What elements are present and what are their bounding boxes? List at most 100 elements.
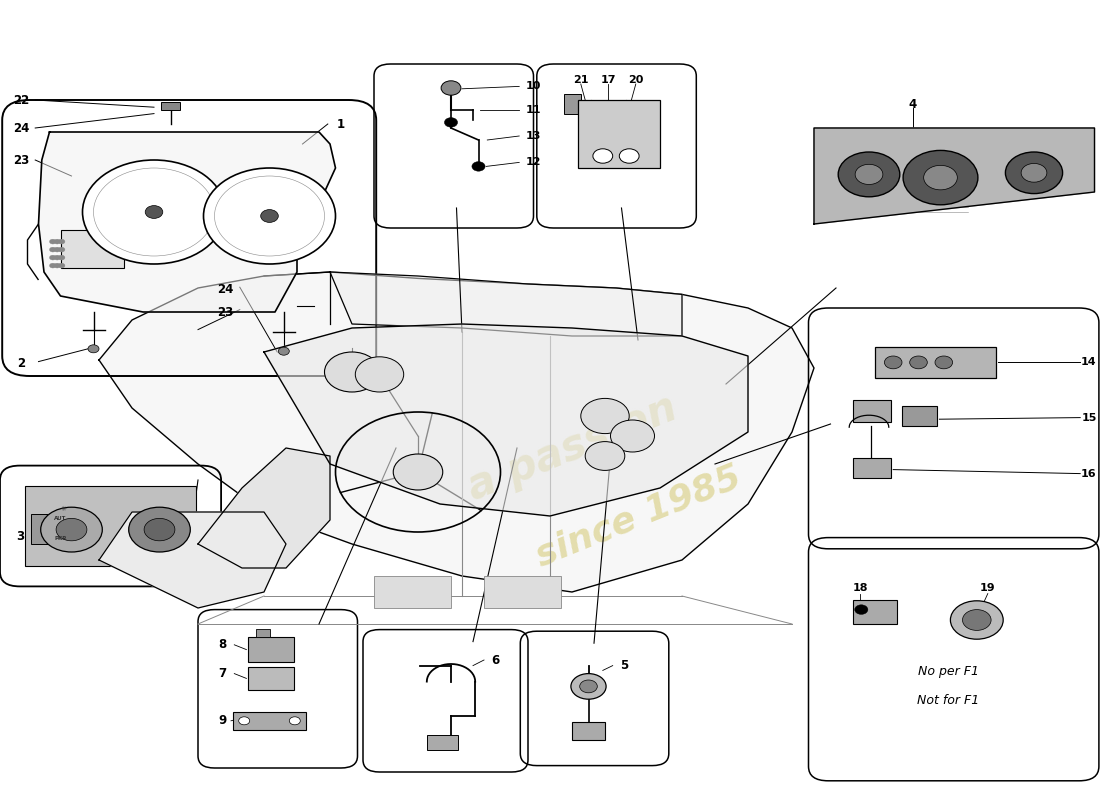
FancyBboxPatch shape [852, 458, 891, 478]
Text: 14: 14 [1081, 358, 1097, 367]
Circle shape [581, 398, 629, 434]
Text: since 1985: since 1985 [530, 459, 746, 573]
Text: 11: 11 [526, 106, 541, 115]
Circle shape [610, 420, 654, 452]
Text: ✳: ✳ [60, 506, 67, 512]
Text: 7: 7 [218, 667, 227, 680]
Circle shape [444, 118, 458, 127]
Text: 12: 12 [526, 158, 541, 167]
Circle shape [58, 247, 65, 252]
Text: 13: 13 [526, 131, 541, 141]
Text: 3: 3 [15, 530, 24, 542]
Circle shape [1005, 152, 1063, 194]
Circle shape [324, 352, 380, 392]
Text: 10: 10 [526, 82, 541, 91]
Polygon shape [99, 512, 286, 608]
Circle shape [58, 239, 65, 244]
Circle shape [50, 247, 56, 252]
Circle shape [145, 206, 163, 218]
Circle shape [950, 601, 1003, 639]
Text: 15: 15 [1081, 413, 1097, 422]
Text: 23: 23 [218, 306, 233, 318]
Circle shape [50, 255, 56, 260]
Circle shape [58, 263, 65, 268]
Text: 21: 21 [573, 75, 588, 85]
FancyBboxPatch shape [31, 514, 51, 544]
Circle shape [884, 356, 902, 369]
Circle shape [593, 149, 613, 163]
Circle shape [88, 345, 99, 353]
FancyBboxPatch shape [233, 712, 306, 730]
Circle shape [924, 166, 957, 190]
Text: 6: 6 [491, 654, 499, 666]
Circle shape [619, 149, 639, 163]
Circle shape [129, 507, 190, 552]
Circle shape [935, 356, 953, 369]
Circle shape [962, 610, 991, 630]
Circle shape [50, 263, 56, 268]
Circle shape [54, 263, 60, 268]
Circle shape [838, 152, 900, 197]
Circle shape [56, 518, 87, 541]
Polygon shape [198, 448, 330, 568]
Circle shape [239, 717, 250, 725]
Circle shape [82, 160, 226, 264]
FancyBboxPatch shape [60, 230, 124, 268]
Text: 2: 2 [16, 358, 25, 370]
Text: 1: 1 [337, 118, 345, 130]
Circle shape [903, 150, 978, 205]
Text: Not for F1: Not for F1 [917, 694, 979, 706]
Circle shape [355, 357, 404, 392]
Text: 16: 16 [1081, 469, 1097, 478]
Circle shape [394, 454, 442, 490]
FancyBboxPatch shape [902, 406, 937, 426]
FancyBboxPatch shape [248, 667, 294, 690]
FancyBboxPatch shape [852, 600, 896, 624]
Circle shape [855, 605, 868, 614]
Circle shape [50, 239, 56, 244]
Text: 24: 24 [13, 122, 29, 134]
Text: 24: 24 [218, 283, 233, 296]
Circle shape [1021, 163, 1047, 182]
Circle shape [261, 210, 278, 222]
Polygon shape [814, 128, 1094, 224]
Text: PKR: PKR [54, 536, 67, 541]
Circle shape [278, 347, 289, 355]
Circle shape [441, 81, 461, 95]
Text: 9: 9 [218, 714, 227, 726]
FancyBboxPatch shape [852, 400, 891, 422]
Text: AUT: AUT [54, 516, 67, 521]
Circle shape [58, 255, 65, 260]
FancyBboxPatch shape [161, 102, 180, 110]
Text: 23: 23 [13, 154, 29, 166]
Text: 8: 8 [218, 638, 227, 651]
FancyBboxPatch shape [25, 486, 196, 566]
FancyBboxPatch shape [874, 347, 996, 378]
FancyBboxPatch shape [248, 637, 294, 662]
FancyBboxPatch shape [572, 722, 605, 740]
Text: 22: 22 [13, 94, 29, 106]
Circle shape [41, 507, 102, 552]
Text: 19: 19 [980, 583, 996, 593]
FancyBboxPatch shape [564, 94, 581, 114]
Circle shape [54, 247, 60, 252]
Polygon shape [39, 132, 336, 312]
Circle shape [910, 356, 927, 369]
Text: No per F1: No per F1 [917, 666, 979, 678]
Polygon shape [330, 272, 682, 336]
Circle shape [585, 442, 625, 470]
FancyBboxPatch shape [578, 100, 660, 168]
Circle shape [580, 680, 597, 693]
Circle shape [571, 674, 606, 699]
FancyBboxPatch shape [256, 629, 270, 637]
Text: 17: 17 [601, 75, 616, 85]
Text: 18: 18 [852, 583, 868, 593]
Circle shape [54, 255, 60, 260]
Circle shape [289, 717, 300, 725]
Polygon shape [99, 272, 814, 592]
Circle shape [54, 239, 60, 244]
Text: a passion: a passion [461, 387, 683, 509]
FancyBboxPatch shape [484, 576, 561, 608]
Circle shape [855, 164, 883, 185]
Circle shape [472, 162, 485, 171]
